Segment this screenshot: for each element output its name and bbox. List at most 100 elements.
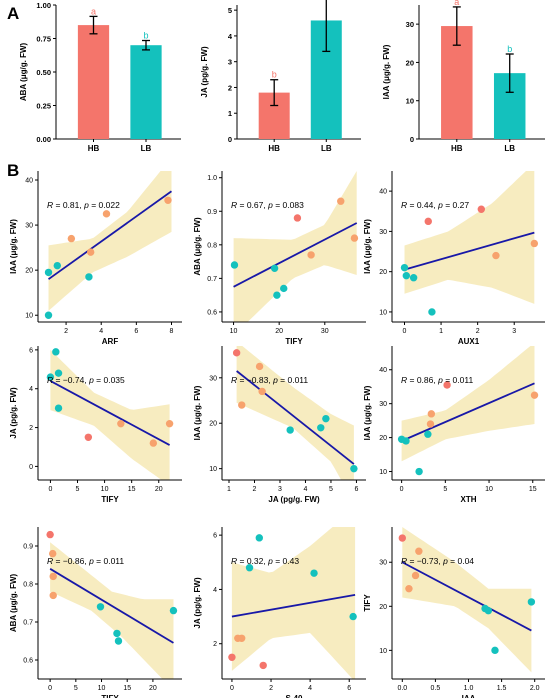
annotation-part: = 0.083: [273, 200, 304, 210]
x-tick-label: 5: [329, 486, 333, 493]
data-point: [49, 591, 57, 600]
y-tick-label: 5: [228, 6, 232, 15]
scatter-plot-3: 10 20 30 40 0 1 2 3 AUX1 IAA (μg/g. FW) R = 0.44, …: [363, 171, 545, 346]
scatter-plot-7: 0.6 0.7 0.8 0.9 0 5 10 15 20 TIFY ABA (μg/g. FW) R …: [9, 527, 182, 698]
x-tick-label: 4: [99, 328, 103, 335]
scatter-plot-5: 10 20 30 1 2 3 4 5 6 JA (pg/g. FW) IAA (μg/g. FW) R…: [193, 346, 366, 504]
x-tick-label: HB: [268, 144, 280, 153]
data-point: [169, 606, 178, 615]
y-tick-label: 20: [209, 421, 217, 428]
correlation-annotation: R = 0.81, p = 0.022: [47, 200, 120, 210]
data-point: [67, 234, 76, 243]
y-tick-label: 40: [379, 367, 387, 374]
data-point: [400, 263, 409, 272]
bar-lb: [130, 45, 162, 140]
data-point: [49, 549, 57, 558]
data-point: [164, 196, 172, 204]
scatter-plot-8: 2 4 6 0 2 4 6 S-40 JA (pg/g. FW) R = 0.32, p = 0.…: [193, 527, 366, 698]
y-tick-label: 20: [406, 58, 414, 67]
x-axis-label: TIFY: [101, 495, 119, 504]
regression-line: [233, 222, 358, 288]
significance-letter: b: [143, 31, 148, 41]
annotation-part: p: [437, 200, 443, 210]
y-tick-label: 0.25: [36, 102, 51, 111]
x-tick-label: 1.0: [464, 685, 474, 692]
x-tick-label: 2: [269, 685, 273, 692]
y-tick-label: 4: [29, 386, 33, 393]
data-point: [307, 251, 315, 259]
y-tick-label: 0: [228, 135, 232, 144]
x-tick-label: 20: [275, 328, 283, 335]
x-tick-label: 30: [321, 328, 329, 335]
y-tick-label: 10: [25, 313, 33, 320]
confidence-band: [50, 349, 170, 480]
x-tick-label: 10: [98, 685, 106, 692]
y-axis-label: JA (pg/g. FW): [193, 577, 202, 629]
y-tick-label: 0.00: [36, 135, 51, 144]
regression-line: [231, 593, 356, 618]
x-tick-label: 0.5: [431, 685, 441, 692]
data-point: [322, 414, 330, 423]
data-point: [492, 251, 500, 260]
y-tick-label: 10: [406, 97, 414, 106]
annotation-part: p: [442, 556, 448, 566]
x-axis-label: S-40: [286, 694, 303, 698]
x-axis-label: TIFY: [101, 694, 119, 698]
confidence-band: [401, 346, 535, 462]
correlation-annotation: R = −0.86, p = 0.011: [47, 556, 124, 566]
x-tick-label: 3: [512, 328, 516, 335]
x-axis-label: AUX1: [458, 337, 480, 346]
y-tick-label: 0.6: [23, 658, 33, 665]
x-tick-label: 20: [149, 685, 157, 692]
annotation-part: = −0.86,: [53, 556, 89, 566]
y-axis-label: ABA (μg/g. FW): [9, 573, 18, 632]
y-tick-label: 10: [209, 466, 217, 473]
data-point: [477, 205, 486, 213]
x-tick-label: 6: [347, 685, 351, 692]
confidence-band: [231, 527, 356, 679]
regression-line: [401, 382, 535, 442]
annotation-part: R: [231, 375, 237, 385]
y-tick-label: 10: [379, 309, 387, 316]
significance-letter: a: [91, 6, 96, 16]
annotation-part: = 0.81,: [53, 200, 84, 210]
annotation-part: = −0.74,: [53, 375, 89, 385]
bar-chart-1: 0.00 0.25 0.50 0.75 1.00 ABA (μg/g. FW) a HB b LB: [19, 1, 181, 153]
y-tick-label: 30: [25, 223, 33, 230]
data-point: [46, 530, 54, 539]
data-point: [113, 629, 121, 638]
x-tick-label: 20: [155, 486, 163, 493]
data-point: [337, 197, 345, 205]
annotation-part: p: [267, 200, 273, 210]
data-point: [530, 239, 539, 248]
annotation-part: R: [47, 375, 53, 385]
data-point: [530, 391, 539, 399]
data-point: [270, 264, 279, 273]
data-point: [411, 571, 420, 580]
x-tick-label: 0: [48, 486, 52, 493]
y-axis-label: JA (pg/g. FW): [9, 387, 18, 439]
y-tick-label: 2: [29, 425, 33, 432]
annotation-part: = −0.73,: [407, 556, 443, 566]
x-tick-label: 2.0: [530, 685, 540, 692]
data-point: [426, 420, 435, 428]
data-point: [527, 598, 536, 606]
x-tick-label: 15: [128, 486, 136, 493]
regression-line: [401, 561, 532, 632]
x-tick-label: 10: [230, 328, 238, 335]
annotation-part: = 0.011: [443, 375, 474, 385]
y-tick-label: 10: [379, 648, 387, 655]
data-point: [424, 217, 432, 226]
panel-b-label: B: [7, 161, 20, 180]
annotation-part: = 0.022: [89, 200, 120, 210]
annotation-part: = 0.035: [94, 375, 125, 385]
data-point: [402, 271, 411, 280]
y-tick-label: 0: [29, 464, 33, 471]
y-tick-label: 0.7: [23, 620, 33, 627]
annotation-part: p: [272, 375, 278, 385]
correlation-annotation: R = −0.73, p = 0.04: [401, 556, 474, 566]
x-axis-label: TIFY: [285, 337, 303, 346]
data-point: [428, 308, 436, 316]
correlation-annotation: R = 0.86, p = 0.011: [401, 375, 473, 385]
annotation-part: p: [267, 556, 273, 566]
